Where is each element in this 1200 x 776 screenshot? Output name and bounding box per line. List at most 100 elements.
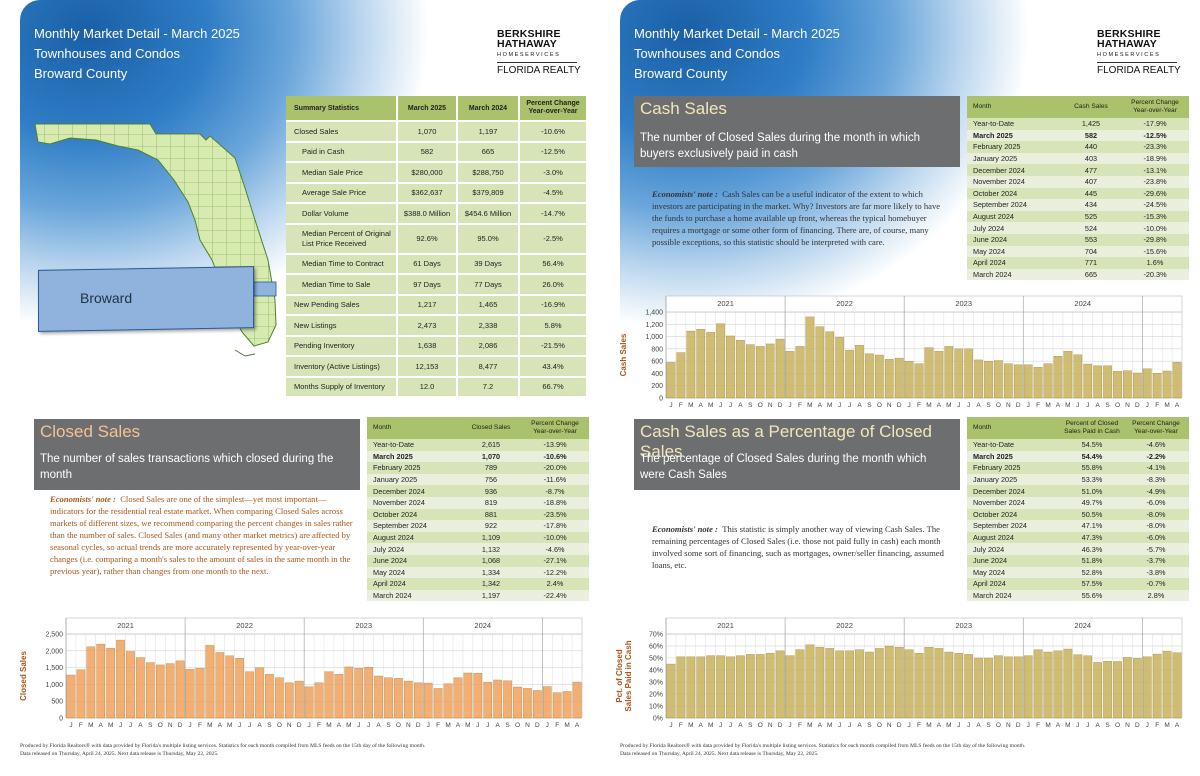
bar	[924, 647, 934, 719]
pct-table-row: April 2024 57.5% -0.7%	[967, 578, 1189, 590]
summary-row: Average Sale Price $362,637 $379,809 -4.5%	[286, 183, 588, 204]
x-tick-label: N	[525, 722, 530, 729]
bar	[944, 651, 954, 719]
y-axis-label: Closed Sales	[19, 651, 28, 701]
y-axis-label: Pct. of Closed	[615, 649, 624, 702]
bar	[835, 650, 844, 719]
cash-table-row: January 2025 403 -18.9%	[967, 152, 1189, 165]
bar	[185, 669, 195, 719]
broward-label: Broward	[80, 290, 133, 306]
y-tick-label: 500	[51, 699, 63, 706]
bar	[954, 348, 964, 399]
x-tick-label: O	[996, 722, 1001, 729]
x-tick-label: N	[1006, 402, 1011, 409]
x-tick-label: S	[748, 722, 753, 729]
x-tick-label: M	[1164, 402, 1169, 409]
bar	[716, 323, 725, 399]
y-tick-label: 2,500	[45, 632, 63, 639]
left-page-header: Monthly Market Detail - March 2025 Townh…	[34, 24, 240, 84]
x-tick-label: N	[406, 722, 411, 729]
bar	[736, 340, 745, 399]
closed-sales-economist-note: Economists' note : Closed Sales are one …	[50, 494, 353, 576]
bar	[1073, 354, 1083, 399]
x-tick-label: D	[778, 402, 783, 409]
x-tick-label: M	[88, 722, 93, 729]
cash-sales-description: The number of Closed Sales during the mo…	[640, 132, 920, 160]
bar	[404, 680, 413, 719]
bar	[1053, 356, 1063, 399]
bar	[1004, 363, 1013, 399]
bar	[374, 675, 383, 719]
x-tick-label: A	[699, 722, 704, 729]
x-tick-label: S	[386, 722, 391, 729]
right-footer: Produced by Florida Realtors® with data …	[620, 743, 1026, 757]
bar	[116, 639, 125, 719]
closed-sales-table: Month Closed Sales Percent Change Year-ove…	[367, 417, 589, 602]
bar	[924, 347, 934, 399]
summary-row: Median Time to Contract 61 Days 39 Days 56.…	[286, 254, 588, 275]
x-tick-label: J	[848, 722, 851, 729]
x-tick-label: A	[218, 722, 223, 729]
bar	[984, 360, 993, 399]
x-tick-label: O	[996, 402, 1001, 409]
closed-table-row: January 2025 756 -11.6%	[367, 473, 589, 486]
y-axis-label: Cash Sales	[619, 333, 628, 376]
x-tick-label: M	[827, 402, 832, 409]
bar	[696, 656, 706, 719]
bar	[106, 647, 115, 719]
year-label: 2024	[474, 621, 491, 630]
y-tick-label: 0	[59, 716, 63, 723]
x-tick-label: A	[976, 402, 981, 409]
bar	[344, 666, 354, 719]
report-title-right: Monthly Market Detail - March 2025	[634, 26, 840, 41]
bar	[686, 330, 696, 399]
x-tick-label: A	[99, 722, 104, 729]
bar	[284, 682, 294, 719]
summary-row: Median Sale Price $280,000 $288,750 -3.0%	[286, 163, 588, 184]
bar	[845, 349, 854, 399]
bar	[1142, 656, 1152, 719]
x-tick-label: F	[1036, 722, 1040, 729]
y-tick-label: 1,000	[645, 334, 663, 341]
bar	[994, 360, 1003, 399]
x-tick-label: O	[877, 402, 882, 409]
bar	[533, 690, 542, 719]
bar	[815, 326, 825, 399]
bar	[1103, 365, 1112, 399]
bar	[493, 679, 502, 719]
summary-row: Pending Inventory 1,638 2,086 -21.5%	[286, 336, 588, 357]
x-tick-label: D	[1135, 402, 1140, 409]
y-tick-label: 10%	[649, 704, 663, 711]
x-tick-label: N	[768, 722, 773, 729]
right-page-header: Monthly Market Detail - March 2025 Townh…	[634, 24, 840, 84]
x-tick-label: F	[1155, 722, 1159, 729]
cash-pct-table: Month Percent of Closed Sales Paid in Cas…	[967, 417, 1189, 602]
bar	[755, 654, 765, 719]
bar	[706, 332, 715, 399]
x-tick-label: A	[699, 402, 704, 409]
x-tick-label: S	[986, 402, 991, 409]
bar	[755, 346, 765, 399]
bar	[716, 655, 725, 719]
bar	[215, 652, 225, 719]
pct-table-row: July 2024 46.3% -5.7%	[967, 543, 1189, 555]
bar	[483, 681, 493, 719]
x-tick-label: J	[1076, 402, 1079, 409]
x-tick-label: J	[719, 402, 722, 409]
x-tick-label: J	[69, 722, 72, 729]
x-tick-label: D	[778, 722, 783, 729]
year-label: 2024	[1074, 621, 1091, 630]
x-tick-label: J	[307, 722, 310, 729]
x-tick-label: A	[1175, 722, 1180, 729]
closed-table-row: July 2024 1,132 -4.6%	[367, 543, 589, 555]
bar	[1172, 652, 1182, 719]
bar	[245, 671, 254, 719]
bar	[1142, 368, 1152, 399]
x-tick-label: A	[1056, 722, 1061, 729]
x-tick-label: A	[495, 722, 500, 729]
x-tick-label: J	[188, 722, 191, 729]
year-label: 2021	[717, 299, 734, 308]
x-tick-label: M	[227, 722, 232, 729]
closed-sales-chart: 0 500 1,000 1,500 2,000 2,500 2021 2022 2023 2024…	[19, 617, 583, 729]
x-tick-label: J	[357, 722, 360, 729]
